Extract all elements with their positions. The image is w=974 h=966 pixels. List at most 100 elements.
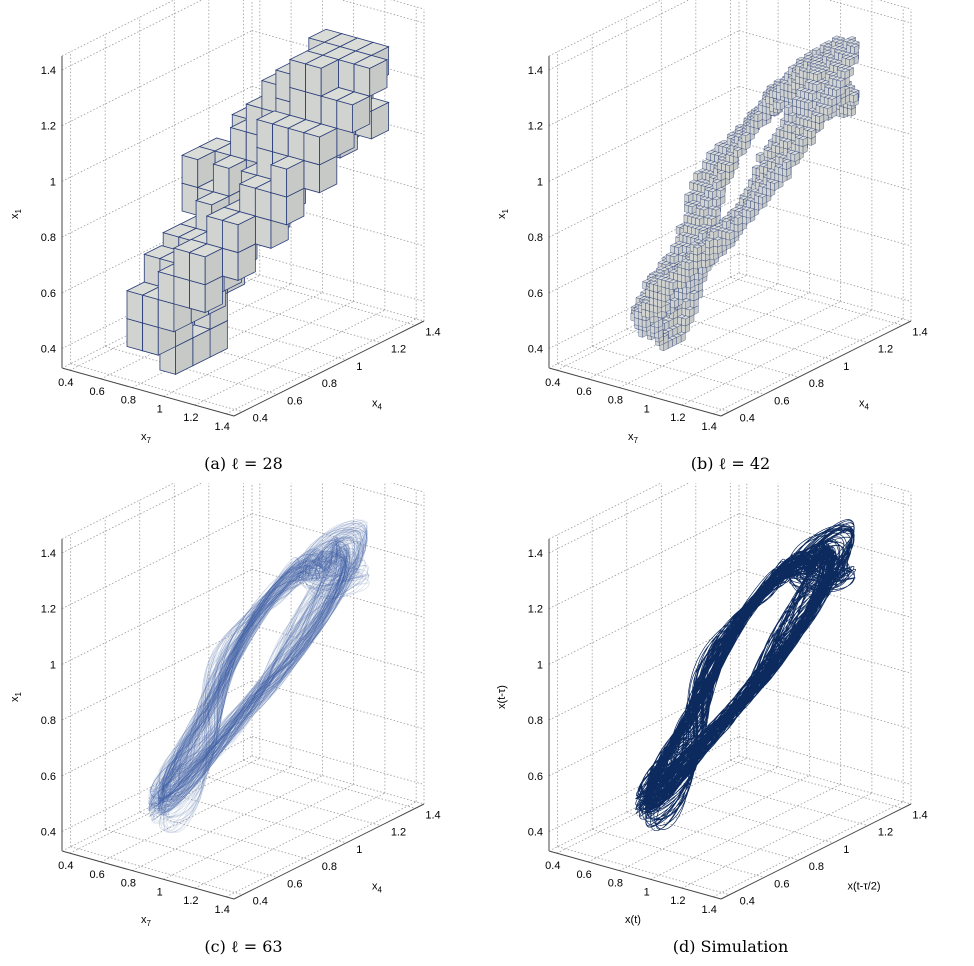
tick-labels: 0.40.60.811.21.40.40.60.811.21.40.40.60.… (528, 65, 928, 433)
voxel-face (823, 107, 828, 116)
voxel-face (708, 190, 713, 200)
z-tick-label: 1.2 (41, 121, 56, 133)
caption-a: (a) ℓ = 28 (204, 454, 283, 473)
voxel-face (843, 106, 848, 116)
voxel-face (681, 317, 686, 327)
voxel-face (762, 112, 767, 121)
panel-a: 0.4 0.6 0.8 1 1.2 1.4 0.4 0.6 0.8 1 1.2 1.4 0.4 0.6 0.… (0, 0, 487, 483)
voxel-face (712, 181, 717, 190)
voxel-face (714, 154, 719, 164)
tick-labels: 0.40.60.811.21.40.40.60.811.21.40.40.60.… (41, 65, 441, 433)
voxel-face (755, 154, 761, 163)
voxel-face (143, 253, 161, 287)
voxel-face (699, 208, 705, 218)
z-tick-label: 1.4 (528, 65, 543, 77)
voxel-face (697, 184, 702, 193)
voxel-face (804, 81, 810, 90)
voxel-face (702, 161, 707, 170)
voxel-face (753, 120, 759, 129)
voxel-face (730, 144, 735, 154)
voxel-face (272, 123, 289, 157)
voxel-face (786, 152, 792, 161)
voxel-face (795, 137, 800, 146)
gridline (61, 141, 253, 238)
voxel-face (808, 109, 813, 119)
voxel-face (769, 96, 774, 106)
voxel-face (776, 101, 781, 111)
voxel-face (783, 83, 789, 92)
voxel-face (779, 129, 785, 139)
voxel-face (798, 145, 804, 154)
voxel-face (733, 147, 743, 151)
chart-b-svg: 0.40.60.811.21.40.40.60.811.21.40.40.60.… (496, 0, 928, 445)
voxel-face (771, 161, 776, 171)
x-tick-label: 1.2 (183, 412, 198, 424)
voxel-face (803, 70, 808, 80)
gridline (730, 276, 903, 326)
voxel-face (704, 189, 709, 198)
voxel-face (335, 91, 371, 106)
voxel-face (689, 299, 695, 308)
voxel-face (780, 82, 785, 91)
voxel-face (305, 63, 322, 97)
voxel-face (783, 90, 789, 99)
voxel-face (714, 144, 720, 153)
gridline (548, 30, 740, 127)
voxel-face (305, 91, 322, 125)
voxel-face (704, 199, 709, 209)
voxel-face (674, 246, 679, 255)
voxel-face (303, 132, 320, 166)
voxel-face (791, 143, 796, 152)
voxel-face (763, 166, 768, 176)
voxel-face (815, 122, 820, 131)
voxel-face (718, 145, 723, 154)
voxel-face (713, 167, 718, 177)
voxel-face (749, 119, 755, 128)
voxel-face (782, 161, 787, 170)
box-edge (251, 272, 425, 322)
x-tick-label: 1.4 (702, 421, 717, 433)
voxel-face (776, 84, 781, 94)
voxel-face (754, 201, 759, 211)
voxel-face (717, 172, 722, 181)
gridline (548, 141, 740, 238)
gridline (681, 309, 873, 406)
voxel-face (206, 215, 223, 249)
box-edge (61, 0, 175, 57)
voxel-face (189, 279, 206, 314)
voxel-face (681, 307, 686, 317)
voxel-face (212, 154, 248, 169)
voxel-face (766, 188, 771, 197)
voxel-face (289, 58, 306, 93)
voxel-face (782, 168, 787, 177)
voxel-face (691, 216, 696, 226)
voxel-face (820, 82, 826, 91)
voxel-face (795, 144, 800, 153)
voxel-face (768, 140, 773, 149)
voxel-face (780, 89, 785, 98)
voxel-face (807, 137, 812, 146)
voxel-face (188, 243, 224, 258)
voxel-face (695, 217, 700, 227)
voxel-face (142, 294, 159, 328)
voxel-face (682, 245, 687, 254)
voxel-face (784, 106, 789, 116)
voxel-face (798, 138, 804, 147)
x-tick-label: 1 (644, 403, 650, 415)
box-edge (548, 367, 722, 417)
gridline (650, 301, 841, 397)
y-tick-label: 0.4 (253, 413, 268, 425)
voxel-face (849, 94, 854, 103)
voxel-face (730, 209, 736, 218)
y-axis-label: x4 (372, 398, 383, 412)
voxel-face (677, 316, 682, 326)
voxel-face (800, 107, 805, 117)
gridline (61, 30, 253, 127)
voxel-face (693, 182, 698, 192)
voxel-face (795, 65, 800, 75)
voxel-face (270, 192, 288, 226)
voxel-face (256, 118, 274, 153)
voxel-face (775, 145, 780, 155)
gridline (226, 318, 417, 415)
gridline (340, 0, 425, 24)
